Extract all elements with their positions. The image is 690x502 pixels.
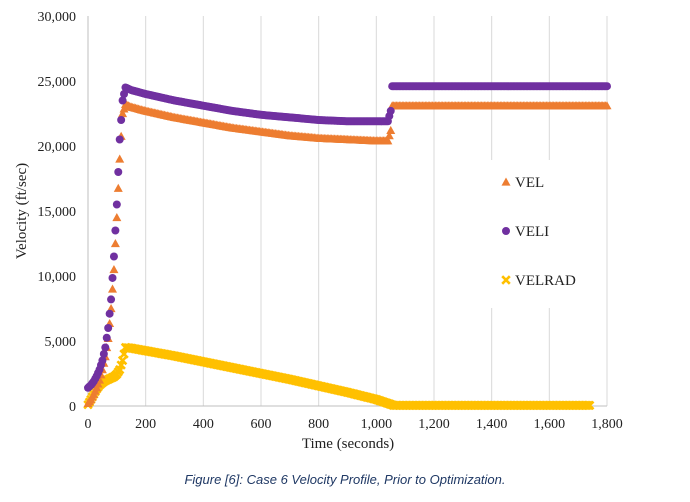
series-veli xyxy=(84,82,611,392)
x-tick-label: 1,400 xyxy=(476,417,508,432)
vel-point xyxy=(384,131,394,140)
x-tick-label: 600 xyxy=(251,417,272,432)
x-tick-label: 400 xyxy=(193,417,214,432)
legend-marker-vel xyxy=(501,177,511,186)
veli-point xyxy=(99,350,108,358)
x-tick-label: 800 xyxy=(308,417,329,432)
x-tick-label: 1,800 xyxy=(591,417,623,432)
veli-point xyxy=(105,309,114,318)
veli-point xyxy=(386,106,395,115)
series-vel xyxy=(83,99,612,407)
veli-point xyxy=(98,356,107,365)
y-tick-label: 25,000 xyxy=(38,75,77,90)
y-tick-label: 15,000 xyxy=(38,205,77,220)
x-tick-label: 200 xyxy=(135,417,156,432)
veli-point xyxy=(107,295,116,304)
legend-marker-velrad xyxy=(501,275,511,285)
series-velrad xyxy=(83,342,595,411)
velocity-chart: 0 5,000 10,000 15,000 20,000 25,000 30,000 0 20… xyxy=(14,10,623,452)
veli-point xyxy=(108,273,117,282)
velrad-point xyxy=(117,355,128,366)
x-tick-labels: 0 200 400 600 800 1,000 1,200 1,400 1,600 1,800 xyxy=(85,417,623,432)
vel-point xyxy=(383,136,393,145)
vel-point xyxy=(115,154,125,163)
veli-point xyxy=(115,135,124,144)
y-tick-label: 5,000 xyxy=(45,335,77,350)
y-axis-label: Velocity (ft/sec) xyxy=(14,163,30,259)
vel-point xyxy=(112,213,122,222)
veli-point xyxy=(111,226,120,235)
y-tick-labels: 0 5,000 10,000 15,000 20,000 25,000 30,000 xyxy=(38,10,77,415)
vel-point xyxy=(118,109,128,118)
legend-label-veli: VELI xyxy=(515,224,549,240)
x-tick-label: 1,000 xyxy=(361,417,393,432)
velrad-point xyxy=(584,400,595,411)
veli-point xyxy=(603,82,611,91)
veli-point xyxy=(117,116,126,124)
veli-point xyxy=(101,343,110,352)
vel-point xyxy=(109,265,119,274)
veli-point xyxy=(118,96,127,105)
veli-point xyxy=(102,333,111,342)
x-tick-label: 0 xyxy=(85,417,92,432)
data-points xyxy=(83,82,612,411)
veli-point xyxy=(112,200,121,209)
y-tick-label: 10,000 xyxy=(38,270,77,285)
x-tick-label: 1,600 xyxy=(534,417,566,432)
vel-point xyxy=(113,183,123,192)
legend-marker-veli xyxy=(502,227,510,235)
vel-point xyxy=(108,284,118,293)
y-tick-label: 20,000 xyxy=(38,140,77,155)
x-tick-label: 1,200 xyxy=(418,417,450,432)
legend-label-vel: VEL xyxy=(515,175,544,191)
veli-point xyxy=(109,252,118,261)
vel-point xyxy=(386,125,396,134)
figure-caption: Figure [6]: Case 6 Velocity Profile, Pri… xyxy=(184,472,506,487)
veli-point xyxy=(114,168,123,176)
vel-point xyxy=(602,101,612,110)
y-tick-label: 0 xyxy=(69,400,76,415)
chart-grid xyxy=(145,16,608,406)
y-tick-label: 30,000 xyxy=(38,10,77,25)
chart-legend: VEL VELI VELRAD xyxy=(488,160,598,308)
x-axis-label: Time (seconds) xyxy=(302,436,394,452)
vel-point xyxy=(110,239,120,248)
veli-point xyxy=(104,324,113,332)
legend-label-velrad: VELRAD xyxy=(515,273,576,289)
